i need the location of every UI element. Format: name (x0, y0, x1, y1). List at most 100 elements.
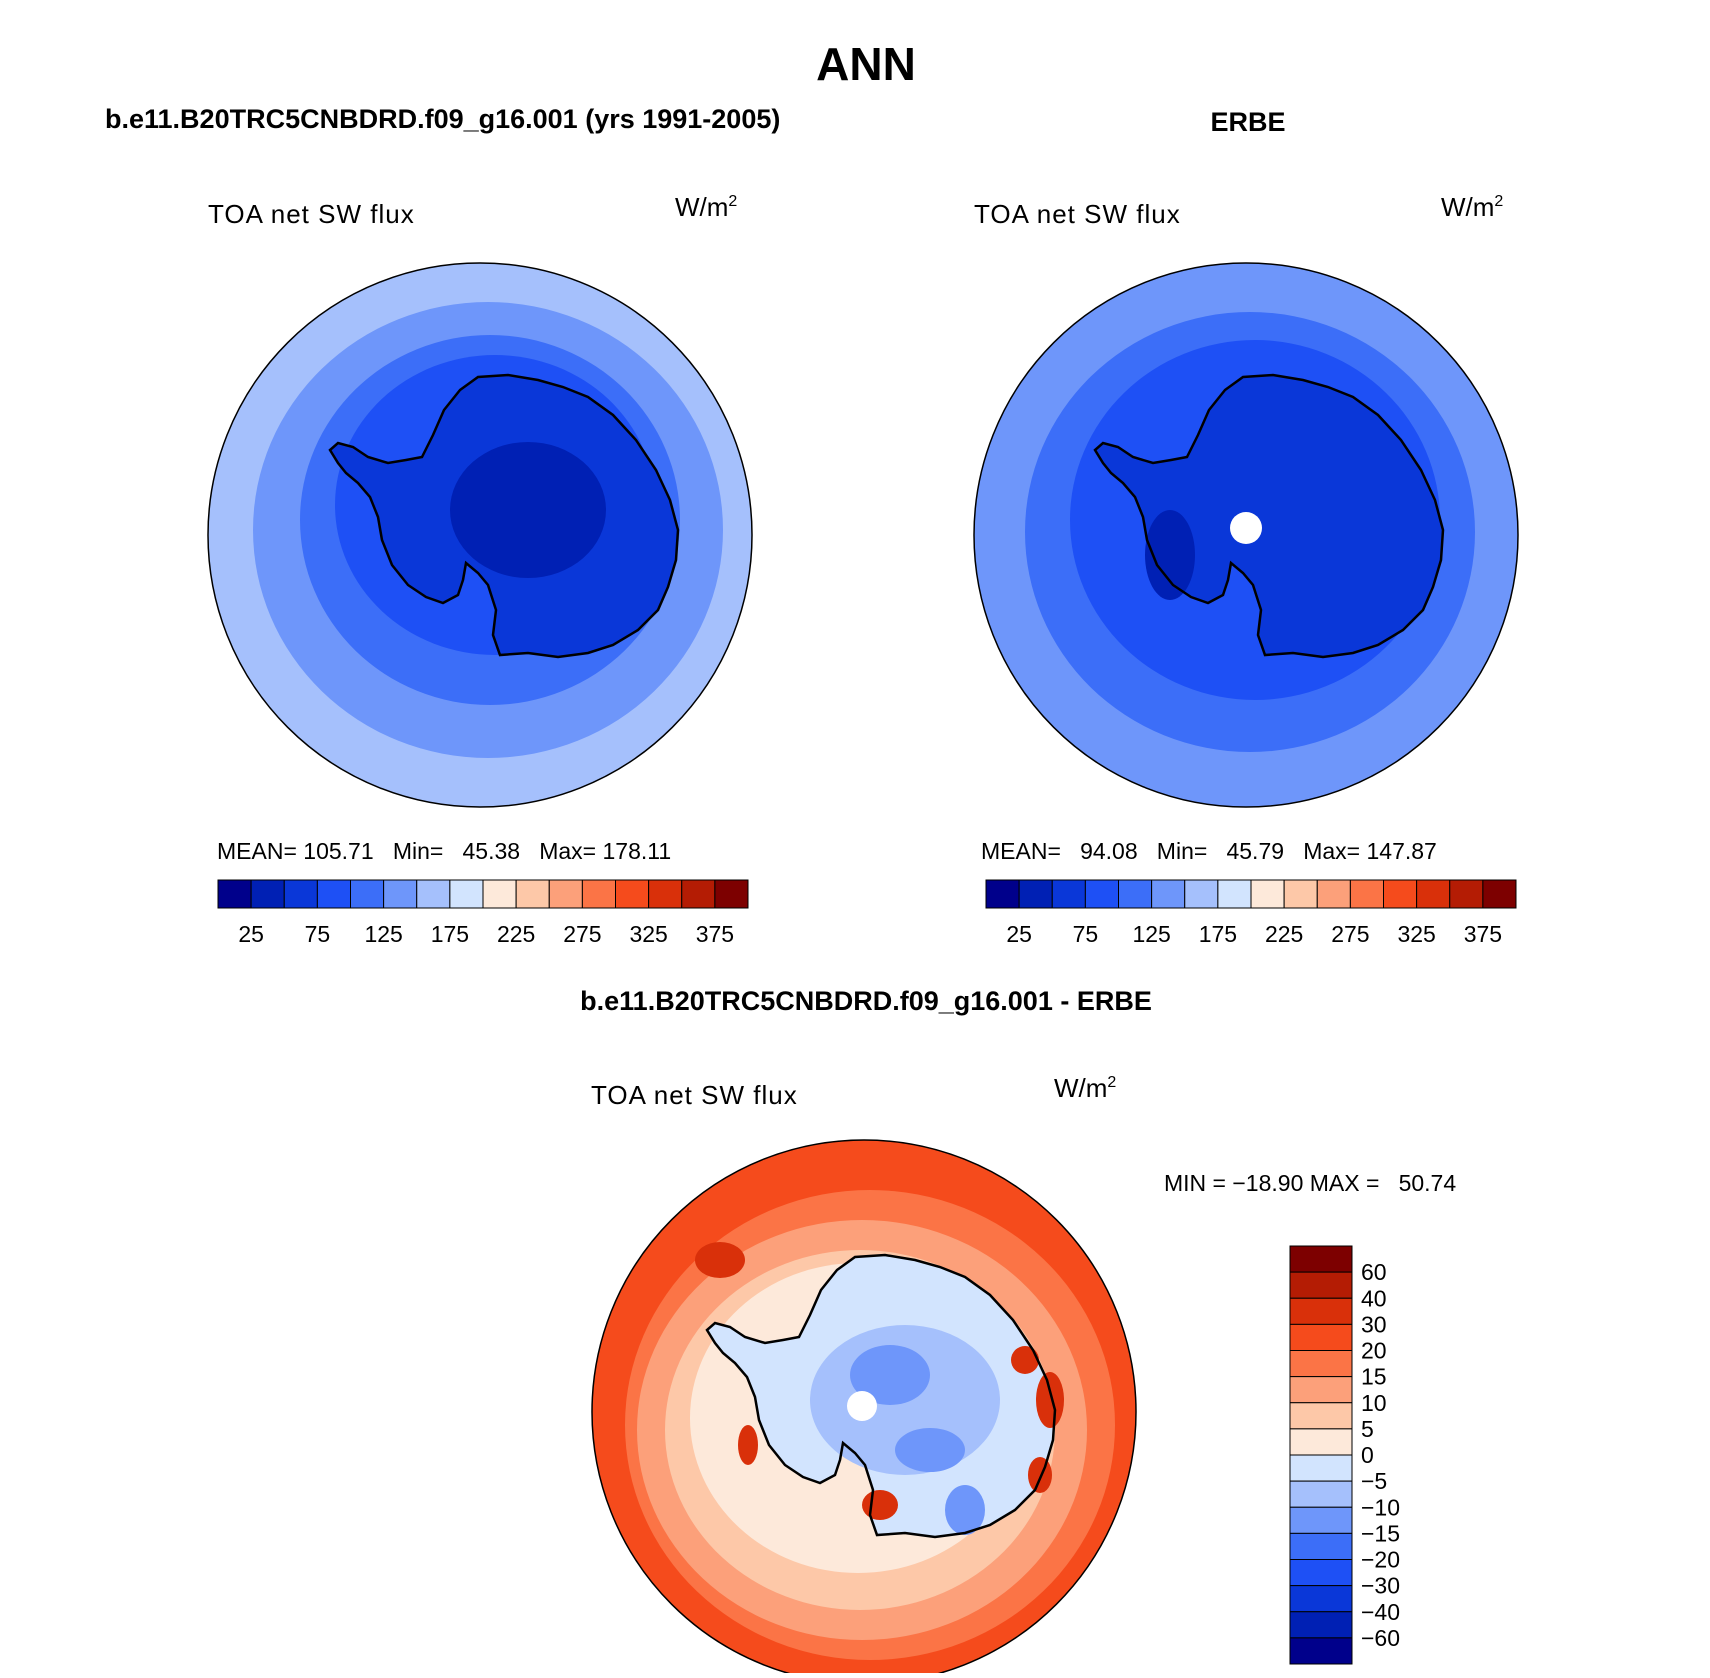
panel-diff-map-border (591, 1139, 1137, 1678)
colorbar-swatch (316, 879, 351, 909)
panel-diff-variable-label: TOA net SW flux (591, 1080, 798, 1110)
colorbar-label: −20 (1361, 1547, 1400, 1573)
colorbar-swatch (714, 879, 749, 909)
colorbar-label: 275 (563, 921, 601, 947)
page-title: ANN (816, 38, 916, 90)
colorbar-swatch (1250, 879, 1285, 909)
panel-diff: b.e11.B20TRC5CNBDRD.f09_g16.001 - ERBE T… (580, 986, 1456, 1678)
colorbar-label: 375 (696, 921, 734, 947)
colorbar-label: 0 (1361, 1442, 1374, 1468)
colorbar-label: 325 (1397, 921, 1435, 947)
colorbar-swatch (1449, 879, 1484, 909)
colorbar-label: −5 (1361, 1468, 1387, 1494)
colorbar-label: 275 (1331, 921, 1369, 947)
colorbar-label: 225 (497, 921, 535, 947)
panel-obs-map (974, 263, 1518, 807)
colorbar-label: 60 (1361, 1259, 1387, 1285)
colorbar-swatch (1018, 879, 1053, 909)
colorbar-swatch (1289, 1376, 1353, 1404)
colorbar-swatch (1289, 1532, 1353, 1560)
colorbar-swatch (1482, 879, 1517, 909)
panel-obs-colorbar-labels: 25 75 125 175 225 275 325 375 (1006, 921, 1502, 947)
colorbar-swatch (1289, 1402, 1353, 1430)
colorbar-label: −40 (1361, 1599, 1400, 1625)
panel-obs: ERBE TOA net SW flux W/m2 MEAN= 94.08 Mi… (973, 107, 1519, 947)
colorbar-label: 75 (305, 921, 331, 947)
colorbar-swatch (615, 879, 650, 909)
panel-obs-case-title: ERBE (1210, 107, 1285, 137)
panel-model-map-border (207, 262, 753, 808)
colorbar-swatch (217, 879, 252, 909)
panel-obs-colorbar (985, 879, 1517, 909)
colorbar-label: 125 (364, 921, 402, 947)
colorbar-label: −60 (1361, 1625, 1400, 1651)
colorbar-label: 15 (1361, 1364, 1387, 1390)
colorbar-swatch (449, 879, 484, 909)
colorbar-swatch (250, 879, 285, 909)
colorbar-label: 75 (1073, 921, 1099, 947)
colorbar-swatch (350, 879, 385, 909)
colorbar-label: 25 (238, 921, 264, 947)
colorbar-swatch (482, 879, 517, 909)
colorbar-swatch (1289, 1637, 1353, 1665)
panel-diff-colorbar (1289, 1245, 1353, 1665)
colorbar-swatch (515, 879, 550, 909)
panel-diff-map (592, 1140, 1136, 1678)
colorbar-swatch (1383, 879, 1418, 909)
colorbar-swatch (1349, 879, 1384, 909)
colorbar-swatch (1151, 879, 1186, 909)
colorbar-swatch (1416, 879, 1451, 909)
panel-model-colorbar-labels: 25 75 125 175 225 275 325 375 (238, 921, 734, 947)
colorbar-swatch (1051, 879, 1086, 909)
colorbar-label: 5 (1361, 1416, 1374, 1442)
colorbar-swatch (383, 879, 418, 909)
colorbar-swatch (1289, 1323, 1353, 1351)
panel-model-map (208, 263, 752, 807)
colorbar-label: 20 (1361, 1338, 1387, 1364)
colorbar-swatch (1289, 1611, 1353, 1639)
colorbar-swatch (1289, 1480, 1353, 1508)
colorbar-label: 25 (1006, 921, 1032, 947)
colorbar-swatch (1289, 1454, 1353, 1482)
colorbar-swatch (985, 879, 1020, 909)
colorbar-label: 225 (1265, 921, 1303, 947)
colorbar-swatch (581, 879, 616, 909)
panel-obs-units-label: W/m2 (1441, 192, 1503, 222)
colorbar-label: −15 (1361, 1520, 1400, 1546)
colorbar-swatch (648, 879, 683, 909)
panel-model-units-label: W/m2 (675, 192, 737, 222)
colorbar-swatch (548, 879, 583, 909)
colorbar-swatch (1316, 879, 1351, 909)
colorbar-swatch (1289, 1559, 1353, 1587)
colorbar-swatch (1184, 879, 1219, 909)
panel-diff-case-title: b.e11.B20TRC5CNBDRD.f09_g16.001 - ERBE (580, 986, 1152, 1016)
colorbar-swatch (1289, 1585, 1353, 1613)
panel-obs-variable-label: TOA net SW flux (974, 199, 1181, 229)
colorbar-swatch (1217, 879, 1252, 909)
colorbar-label: −10 (1361, 1494, 1400, 1520)
colorbar-label: 40 (1361, 1285, 1387, 1311)
colorbar-swatch (1289, 1245, 1353, 1273)
panel-obs-map-border (973, 262, 1519, 808)
colorbar-label: 125 (1132, 921, 1170, 947)
colorbar-swatch (1118, 879, 1153, 909)
colorbar-label: 175 (1199, 921, 1237, 947)
colorbar-label: 175 (431, 921, 469, 947)
panel-diff-units-label: W/m2 (1054, 1073, 1116, 1103)
colorbar-swatch (416, 879, 451, 909)
colorbar-swatch (1289, 1506, 1353, 1534)
colorbar-swatch (1084, 879, 1119, 909)
panel-obs-stats: MEAN= 94.08 Min= 45.79 Max= 147.87 (981, 838, 1437, 864)
colorbar-swatch (1289, 1271, 1353, 1299)
panel-model-stats: MEAN= 105.71 Min= 45.38 Max= 178.11 (217, 838, 671, 864)
colorbar-swatch (1289, 1428, 1353, 1456)
colorbar-label: 375 (1464, 921, 1502, 947)
colorbar-label: 30 (1361, 1311, 1387, 1337)
colorbar-swatch (681, 879, 716, 909)
panel-diff-minmax: MIN = −18.90 MAX = 50.74 (1164, 1170, 1456, 1196)
panel-model: b.e11.B20TRC5CNBDRD.f09_g16.001 (yrs 199… (105, 104, 780, 947)
colorbar-swatch (283, 879, 318, 909)
colorbar-swatch (1289, 1350, 1353, 1378)
